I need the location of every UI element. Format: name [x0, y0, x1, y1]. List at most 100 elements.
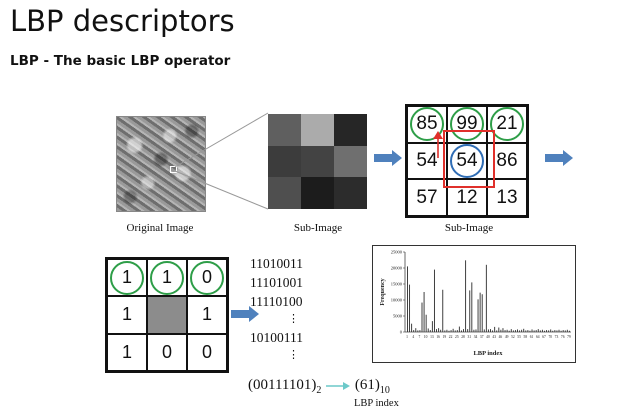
histogram-bar: [429, 330, 431, 332]
histogram-bar: [554, 330, 556, 332]
histogram-bar: [531, 329, 533, 332]
histogram-bar: [465, 260, 467, 332]
green-circle-icon: [490, 107, 524, 142]
x-tick-label: 25: [455, 335, 459, 339]
histogram-bar: [552, 330, 554, 332]
green-circle-icon: [190, 260, 224, 295]
x-tick-label: 40: [486, 335, 490, 339]
histogram-bar: [413, 330, 415, 332]
zoom-line-bottom: [174, 170, 269, 210]
histogram-bar: [566, 329, 568, 332]
x-tick-label: 49: [505, 335, 509, 339]
grid-cell: 13: [487, 179, 527, 216]
grid-cell: 0: [147, 333, 187, 371]
histogram-bar: [458, 326, 460, 332]
histogram-bar: [407, 266, 408, 332]
histogram-bar: [517, 329, 518, 332]
x-tick-label: 34: [474, 335, 478, 339]
x-tick-label: 79: [567, 335, 571, 339]
grid-cell-value: 0: [161, 341, 172, 362]
vertical-ellipsis: ⋮: [288, 349, 299, 361]
grid-cell-value: 1: [201, 304, 212, 325]
thresholded-binary-grid: 1 1 0 1 1 1 0 0: [105, 257, 229, 373]
binary-code: 11110100: [250, 294, 303, 309]
original-image-caption: Original Image: [126, 222, 194, 234]
grid-cell: 1: [107, 333, 147, 371]
x-tick-label: 31: [467, 335, 471, 339]
histogram-bar: [546, 330, 548, 332]
histogram-bar: [442, 289, 444, 332]
histogram-bar: [411, 323, 413, 332]
binary-code: 11101001: [250, 275, 303, 290]
sub-image-pixel-grid: [268, 114, 367, 209]
binary-base: 2: [316, 385, 322, 396]
histogram-bar: [436, 329, 437, 332]
grid-cell-value: 86: [496, 149, 518, 171]
green-circle-icon: [450, 107, 484, 142]
histogram-bar: [496, 330, 498, 332]
zoom-line-top: [174, 112, 269, 168]
y-tick-label: 20000: [391, 266, 403, 271]
sub-image-pixel: [268, 114, 301, 146]
red-up-arrow-icon: [433, 131, 443, 158]
x-tick-label: 52: [511, 335, 515, 339]
grid-cell: 1: [187, 296, 227, 334]
histogram-bar: [463, 329, 464, 332]
grid-cell-value: 85: [416, 113, 438, 135]
histogram-svg: 0 5000 10000 15000 20000 25000 1 4 7 10 13 16 19 22 25…: [380, 250, 571, 357]
binary-value: (00111101): [248, 377, 317, 393]
sub-image-pixel: [268, 177, 301, 209]
x-tick-label: 7: [419, 335, 421, 339]
histogram-bar: [433, 269, 435, 332]
histogram-bar: [419, 330, 421, 332]
histogram-bar: [539, 330, 541, 332]
histogram-bar: [533, 330, 535, 332]
x-tick-label: 70: [548, 335, 552, 339]
histogram-bar: [562, 330, 564, 332]
x-tick-label: 19: [443, 335, 447, 339]
green-circle-icon: [410, 107, 444, 142]
histogram-bar: [506, 329, 508, 332]
sub-image-pixel: [301, 177, 334, 209]
right-arrow-icon: [374, 150, 402, 166]
x-tick-label: 4: [412, 335, 414, 339]
histogram-bar: [421, 302, 423, 332]
histogram-bar: [556, 330, 558, 332]
histogram-bar: [467, 329, 469, 332]
histogram-bar: [519, 330, 521, 332]
binary-code-list: 11010011 11101001 11110100 ⋮ 10100111 ⋮: [250, 254, 350, 364]
histogram-bar: [514, 330, 516, 332]
grid-cell: 0: [187, 259, 227, 297]
x-tick-label: 10: [424, 335, 428, 339]
sub-image-pixel: [334, 114, 367, 146]
histogram-bar: [498, 327, 500, 332]
grid-cell-value: 57: [416, 186, 438, 208]
slide-subtitle: LBP - The basic LBP operator: [10, 53, 231, 69]
histogram-bar: [523, 328, 525, 332]
y-tick-label: 0: [400, 330, 403, 335]
grid-cell: 86: [487, 142, 527, 180]
histogram-bar: [431, 321, 433, 332]
histogram-bar: [527, 330, 529, 332]
sub-image-marker: [170, 166, 177, 173]
grid-cell-value: 0: [201, 267, 212, 288]
x-tick-label: 76: [561, 335, 565, 339]
histogram-bar: [487, 329, 489, 332]
sub-image-values-grid: 85 99 21 54 54 86 57 12 13: [405, 104, 529, 218]
green-circle-icon: [150, 260, 184, 295]
blue-circle-icon: [450, 143, 484, 178]
grid-cell: 99: [447, 106, 487, 143]
histogram-bar: [504, 330, 506, 332]
histogram-bar: [448, 330, 450, 332]
binary-code: 10100111: [250, 330, 303, 345]
histogram-bar: [521, 329, 523, 332]
histogram-bar: [481, 294, 483, 332]
y-axis-label: Frequency: [380, 278, 386, 305]
histogram-bar: [409, 284, 411, 332]
x-tick-label: 43: [492, 335, 496, 339]
grid-cell-value: 1: [121, 304, 132, 325]
x-tick-label: 46: [499, 335, 503, 339]
histogram-bar: [479, 292, 481, 332]
grid-cell-value: 13: [496, 186, 518, 208]
histogram-bar: [446, 329, 448, 332]
